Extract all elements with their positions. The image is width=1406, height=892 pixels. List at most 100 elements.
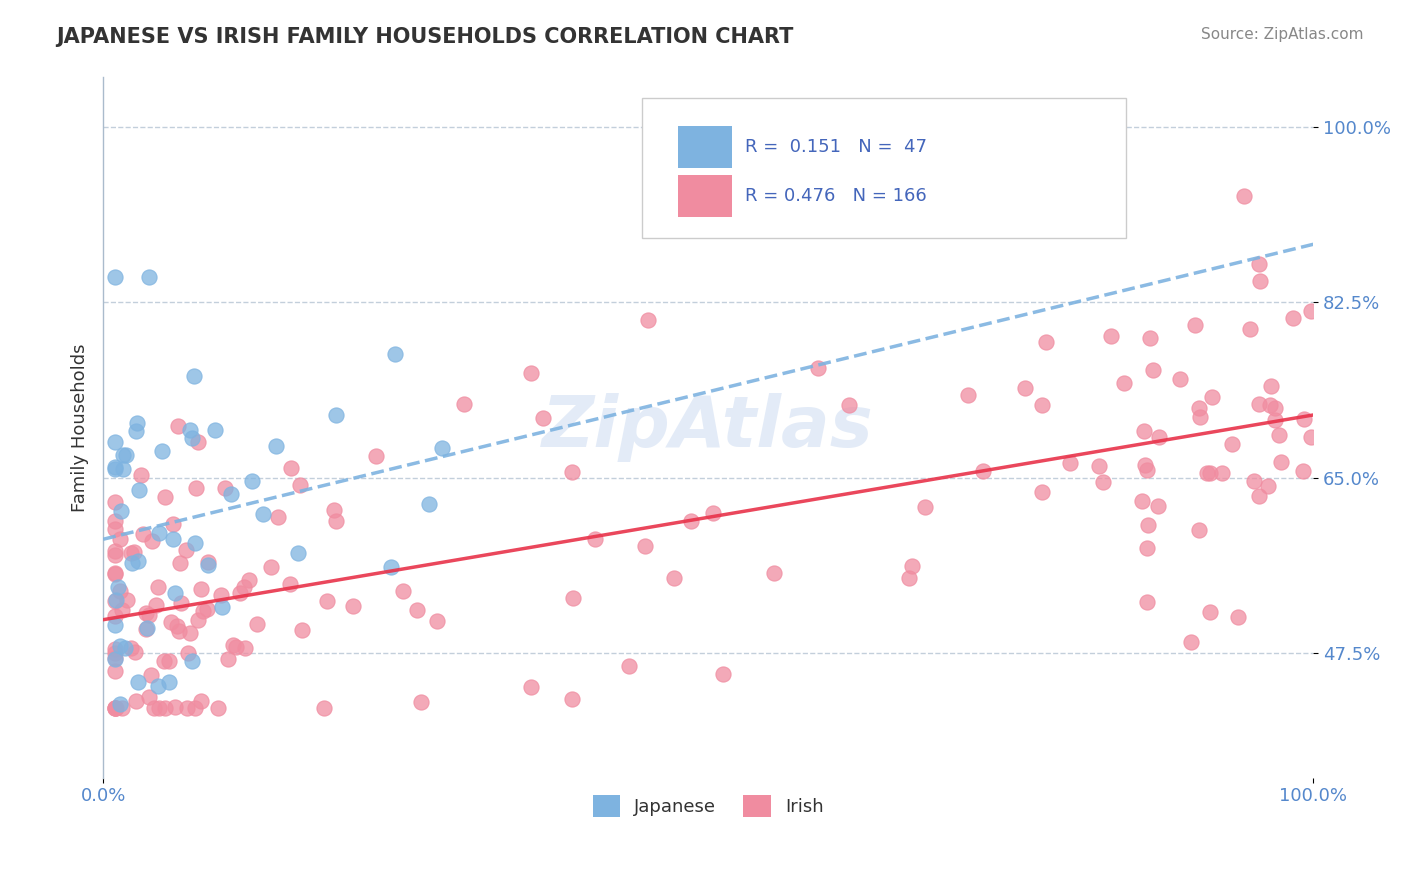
Irish [1133,458,1156,473]
Irish [1220,437,1243,451]
Japanese [107,580,129,594]
Irish [141,533,163,548]
Irish [1199,467,1222,481]
Irish [1268,428,1291,442]
Irish [176,700,198,714]
Irish [157,654,180,668]
Irish [104,514,127,528]
Irish [1282,310,1305,325]
Irish [561,692,583,706]
Irish [190,582,212,597]
Irish [662,571,685,585]
Irish [177,646,200,660]
Irish [1249,274,1271,288]
Irish [901,559,924,574]
Irish [104,647,127,661]
Irish [1264,413,1286,427]
Irish [1031,485,1053,500]
Text: R = 0.476   N = 166: R = 0.476 N = 166 [745,187,927,205]
Japanese [104,592,127,607]
Text: R =  0.151   N =  47: R = 0.151 N = 47 [745,138,927,156]
Irish [104,548,127,562]
Irish [155,490,177,504]
Irish [104,700,127,714]
FancyBboxPatch shape [641,98,1126,238]
Irish [1133,424,1156,438]
Irish [135,606,157,620]
Irish [104,522,127,536]
Irish [218,652,240,666]
Irish [619,659,641,673]
Irish [1099,329,1122,343]
Japanese [125,416,148,430]
Irish [214,481,236,495]
Japanese [108,697,131,711]
Irish [125,694,148,708]
Irish [1299,304,1322,318]
Irish [246,617,269,632]
Japanese [197,558,219,572]
Irish [110,700,132,714]
Japanese [108,639,131,653]
Japanese [104,618,127,632]
Irish [135,622,157,636]
Irish [207,700,229,714]
Japanese [114,640,136,655]
Irish [184,481,207,495]
Irish [132,526,155,541]
Irish [1091,475,1114,489]
Irish [1035,335,1057,350]
Irish [1114,376,1136,390]
Irish [190,693,212,707]
Japanese [115,448,138,462]
Irish [115,593,138,607]
Irish [702,506,724,520]
Text: JAPANESE VS IRISH FAMILY HOUSEHOLDS CORRELATION CHART: JAPANESE VS IRISH FAMILY HOUSEHOLDS CORR… [56,27,793,46]
Japanese [204,423,226,437]
Irish [561,466,583,480]
Irish [209,588,232,602]
Irish [1226,609,1249,624]
Bar [678,127,733,169]
Japanese [179,423,201,437]
Irish [104,664,127,678]
Irish [280,577,302,591]
Irish [1088,458,1111,473]
Irish [533,410,555,425]
Irish [104,544,127,558]
Irish [104,594,127,608]
Japanese [104,270,127,285]
Irish [807,361,830,376]
Japanese [287,546,309,560]
Legend: Japanese, Irish: Japanese, Irish [586,788,831,824]
Irish [238,573,260,587]
Irish [179,625,201,640]
Irish [129,467,152,482]
Irish [191,604,214,618]
Japanese [219,487,242,501]
Japanese [148,525,170,540]
Irish [104,567,127,582]
Irish [681,514,703,528]
Irish [197,555,219,569]
Irish [1292,412,1315,426]
Irish [267,510,290,524]
Irish [1136,595,1159,609]
Irish [1168,372,1191,386]
Irish [104,566,127,581]
Irish [291,624,314,638]
Irish [1270,455,1292,469]
Irish [453,397,475,411]
Irish [104,651,127,665]
Irish [1130,493,1153,508]
Irish [1197,467,1219,481]
Japanese [127,554,149,568]
Irish [288,478,311,492]
Irish [583,532,606,546]
Irish [155,700,177,714]
Japanese [184,536,207,550]
Japanese [110,504,132,518]
Japanese [104,435,127,450]
Irish [187,435,209,450]
Irish [411,695,433,709]
